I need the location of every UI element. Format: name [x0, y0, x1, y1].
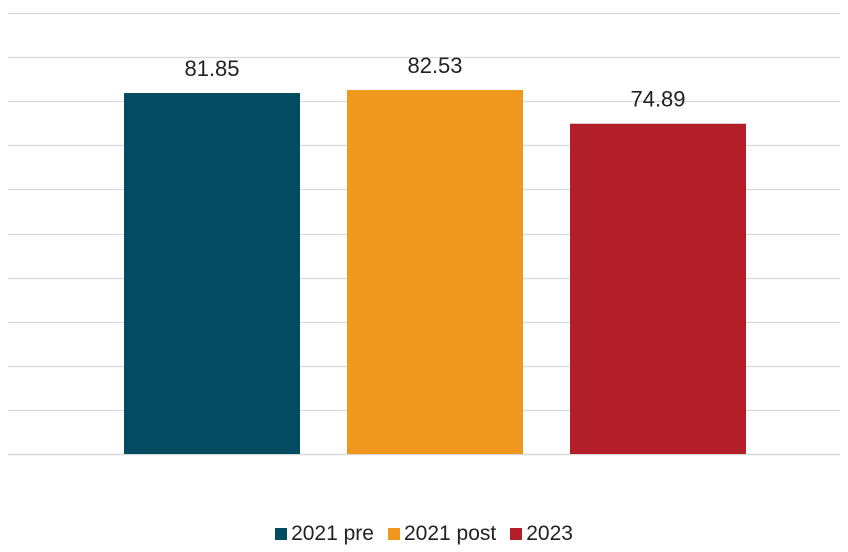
legend-swatch-2023 [510, 528, 523, 540]
bar-2021-pre[interactable] [124, 93, 300, 454]
bars [124, 90, 746, 455]
legend-label-2023: 2023 [526, 522, 573, 545]
legend-label-2021-post: 2021 post [403, 522, 497, 545]
data-label-2021-pre: 81.85 [184, 56, 239, 81]
data-label-2023: 74.89 [630, 87, 685, 112]
legend-item-2021-pre[interactable]: 2021 pre [275, 522, 374, 546]
legend-item-2021-post[interactable]: 2021 post [387, 522, 497, 546]
legend-swatch-2021-post [387, 528, 400, 540]
data-label-2021-post: 82.53 [407, 53, 462, 78]
legend: 2021 pre 2021 post 2023 [0, 522, 848, 546]
legend-item-2023[interactable]: 2023 [510, 522, 573, 546]
data-labels: 81.85 82.53 74.89 [184, 53, 685, 112]
bar-2021-post[interactable] [347, 90, 523, 455]
legend-swatch-2021-pre [275, 528, 288, 540]
bar-2023[interactable] [570, 123, 746, 454]
legend-label-2021-pre: 2021 pre [291, 522, 374, 545]
